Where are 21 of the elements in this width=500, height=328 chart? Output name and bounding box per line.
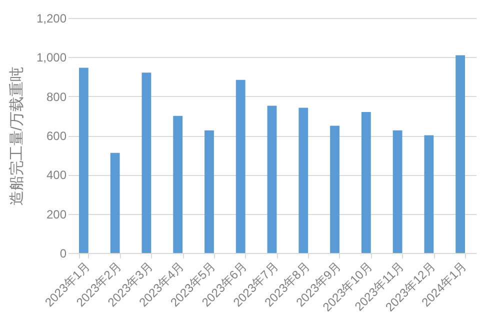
y-tick-label: 1,000 <box>36 50 67 65</box>
bar <box>236 80 246 253</box>
bar <box>204 130 214 253</box>
y-tick-label: 400 <box>46 168 67 182</box>
bar <box>330 126 340 253</box>
bar <box>78 68 88 253</box>
bar <box>267 106 277 253</box>
y-tick-label: 600 <box>46 129 67 143</box>
bar <box>456 55 466 253</box>
bar <box>392 130 402 253</box>
bar <box>424 135 434 253</box>
bar <box>361 112 371 253</box>
bar <box>142 72 152 253</box>
y-tick-label: 0 <box>60 246 67 260</box>
y-axis-title: 造船完工量/万载重吨 <box>8 66 26 206</box>
bar <box>173 116 183 253</box>
bar <box>298 108 308 253</box>
y-tick-label: 200 <box>46 207 67 222</box>
y-tick-label: 1,200 <box>36 12 67 26</box>
bar <box>110 152 120 253</box>
y-tick-label: 800 <box>46 90 67 104</box>
